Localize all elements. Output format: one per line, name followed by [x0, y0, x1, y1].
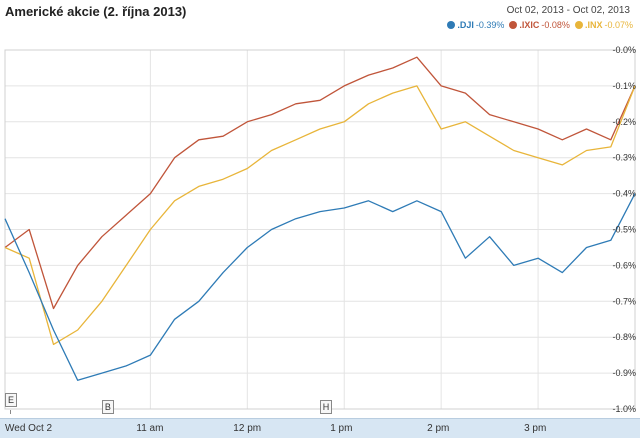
x-tick-label: 12 pm	[233, 423, 262, 434]
y-tick-label: -0.4%	[612, 189, 636, 199]
y-tick-label: -0.3%	[612, 153, 636, 163]
legend-item: .DJI -0.39%	[447, 20, 504, 30]
legend-swatch	[574, 21, 583, 29]
y-tick-label: -0.8%	[612, 332, 636, 342]
y-tick-label: -0.0%	[612, 45, 636, 55]
legend-series-name: .INX	[584, 20, 603, 30]
y-tick-label: -0.1%	[612, 81, 636, 91]
news-flag-h[interactable]: H	[320, 400, 332, 414]
time-axis-bar	[0, 418, 640, 438]
y-tick-label: -0.9%	[612, 368, 636, 378]
x-tick-label: 11 am	[136, 423, 164, 434]
y-tick-label: -1.0%	[612, 404, 636, 414]
x-tick-label: 3 pm	[524, 423, 547, 434]
legend-item: .IXIC -0.08%	[509, 20, 570, 30]
legend-swatch	[509, 21, 518, 29]
legend-item: .INX -0.07%	[574, 20, 633, 30]
y-tick-label: -0.7%	[612, 296, 636, 306]
chart-title: Americké akcie (2. října 2013)	[5, 4, 187, 19]
legend-series-name: .DJI	[457, 20, 474, 30]
news-flag-b[interactable]: B	[101, 400, 114, 414]
flag-stem	[10, 410, 11, 414]
news-flag-e[interactable]: E	[5, 393, 17, 407]
legend-series-change: -0.07%	[604, 20, 633, 30]
legend-series-change: -0.39%	[475, 20, 505, 30]
chart-legend: .DJI -0.39% .IXIC -0.08% .INX -0.07%	[442, 20, 633, 30]
x-tick-label: Wed Oct 2	[5, 423, 53, 434]
series-line-ixic	[4, 56, 636, 310]
date-range: Oct 02, 2013 - Oct 02, 2013	[506, 5, 630, 16]
x-tick-label: 1 pm	[330, 423, 353, 434]
legend-swatch	[447, 21, 456, 29]
series-line-inx	[4, 85, 636, 346]
y-tick-label: -0.2%	[612, 117, 636, 127]
y-tick-label: -0.5%	[612, 225, 636, 235]
legend-series-change: -0.08%	[541, 20, 570, 30]
legend-series-name: .IXIC	[519, 20, 540, 30]
series-line-dji	[4, 193, 636, 381]
y-tick-label: -0.6%	[612, 260, 636, 270]
x-tick-label: 2 pm	[427, 423, 450, 434]
